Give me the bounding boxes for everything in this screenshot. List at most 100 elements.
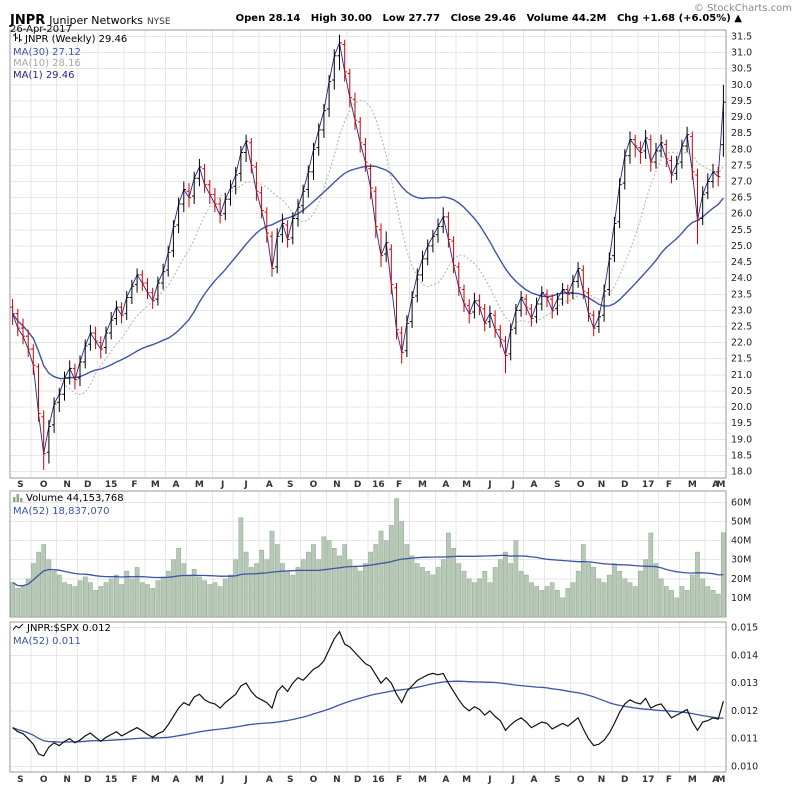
svg-text:J: J bbox=[511, 480, 515, 490]
svg-text:24.0: 24.0 bbox=[731, 273, 752, 284]
ohlc-style-icon bbox=[13, 32, 22, 47]
svg-text:S: S bbox=[287, 775, 293, 785]
svg-text:M: M bbox=[717, 775, 726, 785]
svg-text:J: J bbox=[220, 775, 224, 785]
svg-text:23.5: 23.5 bbox=[731, 289, 752, 300]
svg-text:A: A bbox=[531, 775, 538, 785]
svg-text:0.010: 0.010 bbox=[731, 761, 758, 772]
svg-text:15: 15 bbox=[105, 775, 118, 785]
volume-legend-ma52: MA(52) 18,837,070 bbox=[13, 505, 110, 517]
svg-text:S: S bbox=[17, 775, 23, 785]
svg-text:0.013: 0.013 bbox=[731, 678, 758, 689]
svg-text:M: M bbox=[688, 775, 697, 785]
svg-text:F: F bbox=[396, 480, 402, 490]
svg-text:0.011: 0.011 bbox=[731, 734, 758, 745]
svg-text:25.0: 25.0 bbox=[731, 241, 752, 252]
svg-text:M: M bbox=[462, 480, 471, 490]
svg-text:27.5: 27.5 bbox=[731, 160, 752, 171]
company-name: Juniper Networks bbox=[49, 14, 143, 27]
svg-text:29.5: 29.5 bbox=[731, 96, 752, 107]
svg-text:J: J bbox=[243, 480, 247, 490]
svg-text:26.0: 26.0 bbox=[731, 209, 752, 220]
symbol: JNPR bbox=[10, 13, 46, 28]
svg-text:N: N bbox=[63, 775, 71, 785]
svg-text:24.5: 24.5 bbox=[731, 257, 752, 268]
svg-text:28.0: 28.0 bbox=[731, 144, 752, 155]
svg-text:J: J bbox=[487, 480, 491, 490]
svg-text:N: N bbox=[333, 480, 341, 490]
svg-text:17: 17 bbox=[642, 480, 655, 490]
svg-text:A: A bbox=[442, 775, 449, 785]
quote-close: Close 29.46 bbox=[450, 13, 517, 24]
svg-text:30M: 30M bbox=[731, 555, 751, 566]
svg-text:22.0: 22.0 bbox=[731, 338, 752, 349]
svg-text:A: A bbox=[173, 480, 180, 490]
svg-text:30.0: 30.0 bbox=[731, 80, 752, 91]
svg-text:A: A bbox=[266, 775, 273, 785]
svg-text:F: F bbox=[396, 775, 402, 785]
svg-text:22.5: 22.5 bbox=[731, 322, 752, 333]
svg-text:19.5: 19.5 bbox=[731, 418, 752, 429]
ratio-legend-main: JNPR:$SPX 0.012 bbox=[27, 623, 111, 634]
svg-text:O: O bbox=[577, 775, 585, 785]
price-legend-main: JNPR (Weekly) 29.46 bbox=[25, 34, 128, 45]
svg-text:O: O bbox=[310, 775, 318, 785]
svg-text:F: F bbox=[666, 480, 672, 490]
svg-text:21.0: 21.0 bbox=[731, 370, 752, 381]
svg-text:30.5: 30.5 bbox=[731, 64, 752, 75]
svg-text:M: M bbox=[195, 480, 204, 490]
svg-text:J: J bbox=[243, 775, 247, 785]
svg-text:F: F bbox=[131, 480, 137, 490]
svg-text:O: O bbox=[577, 480, 585, 490]
svg-text:O: O bbox=[310, 480, 318, 490]
svg-text:40M: 40M bbox=[731, 536, 751, 547]
quote-change: Chg +1.68 (+6.05%) ▲ bbox=[616, 13, 742, 24]
svg-text:18.5: 18.5 bbox=[731, 450, 752, 461]
svg-text:16: 16 bbox=[372, 480, 385, 490]
volume-legend-main: Volume 44,153,768 bbox=[26, 493, 124, 504]
svg-text:M: M bbox=[418, 480, 427, 490]
svg-text:29.0: 29.0 bbox=[731, 112, 752, 123]
svg-text:20.0: 20.0 bbox=[731, 402, 752, 413]
svg-text:D: D bbox=[621, 775, 628, 785]
svg-text:17: 17 bbox=[642, 775, 655, 785]
svg-text:O: O bbox=[40, 480, 48, 490]
svg-text:M: M bbox=[151, 775, 160, 785]
svg-text:25.5: 25.5 bbox=[731, 225, 752, 236]
svg-text:N: N bbox=[598, 775, 606, 785]
exchange: NYSE bbox=[146, 17, 171, 27]
line-style-icon bbox=[12, 623, 24, 636]
svg-text:M: M bbox=[151, 480, 160, 490]
price-legend-ma10: MA(10) 28.16 bbox=[13, 58, 81, 69]
svg-text:28.5: 28.5 bbox=[731, 128, 752, 139]
header: JNPR Juniper Networks NYSE bbox=[10, 9, 171, 28]
svg-text:A: A bbox=[266, 480, 273, 490]
svg-text:J: J bbox=[511, 775, 515, 785]
quote-volume: Volume 44.2M bbox=[526, 13, 607, 24]
svg-text:A: A bbox=[712, 775, 719, 785]
svg-text:F: F bbox=[666, 775, 672, 785]
volume-legend: Volume 44,153,768 MA(52) 18,837,070 bbox=[13, 492, 124, 517]
svg-text:18.0: 18.0 bbox=[731, 467, 752, 478]
svg-text:A: A bbox=[712, 480, 719, 490]
svg-text:M: M bbox=[418, 775, 427, 785]
svg-text:M: M bbox=[717, 480, 726, 490]
price-legend-ma30: MA(30) 27.12 bbox=[13, 46, 81, 58]
svg-text:N: N bbox=[598, 480, 606, 490]
svg-text:S: S bbox=[287, 480, 293, 490]
svg-text:O: O bbox=[40, 775, 48, 785]
quote-summary: Open 28.14 High 30.00 Low 27.77 Close 29… bbox=[229, 13, 742, 24]
svg-text:27.0: 27.0 bbox=[731, 177, 752, 188]
svg-text:S: S bbox=[554, 775, 560, 785]
svg-text:20M: 20M bbox=[731, 574, 751, 585]
svg-text:S: S bbox=[17, 480, 23, 490]
svg-text:F: F bbox=[131, 775, 137, 785]
price-legend: JNPR (Weekly) 29.46 MA(30) 27.12 MA(10) … bbox=[13, 32, 127, 81]
svg-text:0.012: 0.012 bbox=[731, 706, 758, 717]
svg-text:50M: 50M bbox=[731, 517, 751, 528]
svg-text:D: D bbox=[84, 775, 91, 785]
copyright-link[interactable]: © StockCharts.com bbox=[693, 3, 792, 14]
svg-text:S: S bbox=[554, 480, 560, 490]
svg-text:N: N bbox=[333, 775, 341, 785]
